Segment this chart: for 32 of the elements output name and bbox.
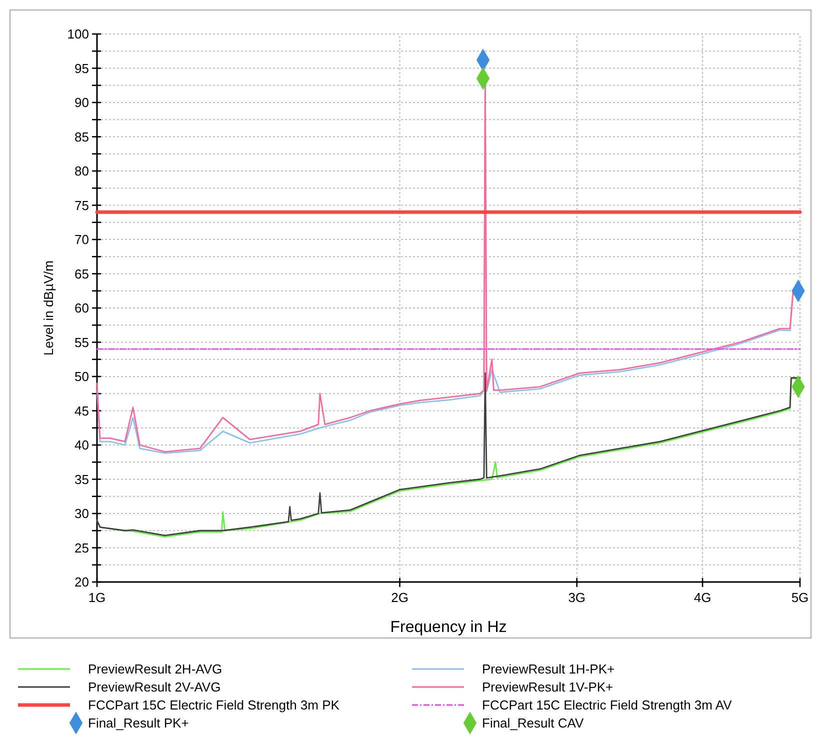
legend-label: PreviewResult 1V-PK+ xyxy=(482,680,614,695)
y-tick-label: 50 xyxy=(74,369,89,384)
y-axis-title: Level in dBµV/m xyxy=(41,260,56,356)
x-tick-label: 1G xyxy=(88,590,106,605)
y-tick-label: 75 xyxy=(74,198,89,213)
y-tick-label: 40 xyxy=(74,438,89,453)
y-tick-label: 85 xyxy=(74,129,89,144)
x-tick-label: 4G xyxy=(694,590,712,605)
y-tick-label: 45 xyxy=(74,403,89,418)
legend-label: PreviewResult 2H-AVG xyxy=(88,662,222,677)
legend-label: Final_Result PK+ xyxy=(88,716,189,731)
x-tick-label: 2G xyxy=(391,590,408,605)
y-tick-label: 95 xyxy=(74,60,89,76)
y-tick-label: 20 xyxy=(74,574,89,590)
y-tick-label: 80 xyxy=(74,164,89,179)
y-tick-label: 90 xyxy=(74,95,89,110)
y-tick-label: 65 xyxy=(74,266,89,282)
x-axis-title: Frequency in Hz xyxy=(390,619,507,636)
y-tick-label: 100 xyxy=(67,26,89,42)
y-tick-label: 25 xyxy=(74,540,89,556)
y-tick-label: 30 xyxy=(74,506,89,522)
legend-label: FCCPart 15C Electric Field Strength 3m AV xyxy=(482,698,732,713)
legend-label: PreviewResult 1H-PK+ xyxy=(482,662,615,677)
legend-label: PreviewResult 2V-AVG xyxy=(88,680,221,695)
legend-label: FCCPart 15C Electric Field Strength 3m PK xyxy=(88,698,340,713)
legend-label: Final_Result CAV xyxy=(482,716,584,731)
y-tick-label: 60 xyxy=(74,300,89,316)
y-tick-label: 55 xyxy=(74,334,89,350)
x-tick-label: 3G xyxy=(568,590,586,605)
y-tick-label: 70 xyxy=(74,232,89,248)
y-tick-label: 35 xyxy=(74,472,89,487)
x-tick-label: 5G xyxy=(791,590,809,605)
